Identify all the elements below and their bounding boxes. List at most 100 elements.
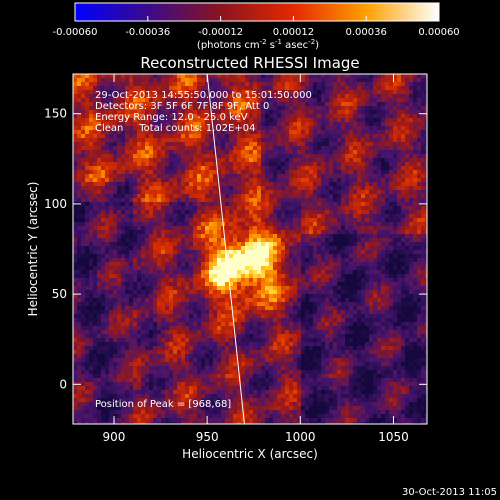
heatmap-cell (253, 258, 257, 262)
heatmap-cell (261, 290, 265, 294)
heatmap-cell (385, 166, 389, 170)
heatmap-cell (413, 258, 417, 262)
heatmap-cell (325, 242, 329, 246)
heatmap-cell (129, 214, 133, 218)
heatmap-cell (217, 246, 221, 250)
heatmap-cell (89, 230, 93, 234)
heatmap-cell (225, 234, 229, 238)
heatmap-cell (309, 150, 313, 154)
heatmap-cell (357, 250, 361, 254)
heatmap-cell (145, 282, 149, 286)
heatmap-cell (137, 178, 141, 182)
heatmap-cell (393, 118, 397, 122)
heatmap-cell (325, 206, 329, 210)
heatmap-cell (245, 266, 249, 270)
heatmap-cell (249, 218, 253, 222)
heatmap-cell (313, 286, 317, 290)
heatmap-cell (397, 126, 401, 130)
heatmap-cell (273, 102, 277, 106)
heatmap-cell (273, 226, 277, 230)
heatmap-cell (265, 262, 269, 266)
heatmap-cell (81, 202, 85, 206)
heatmap-cell (269, 74, 273, 78)
heatmap-cell (409, 90, 413, 94)
heatmap-cell (181, 274, 185, 278)
heatmap-cell (385, 170, 389, 174)
heatmap-cell (257, 138, 261, 142)
heatmap-cell (245, 262, 249, 266)
heatmap-cell (361, 270, 365, 274)
heatmap-cell (85, 90, 89, 94)
heatmap-cell (181, 110, 185, 114)
heatmap-cell (133, 182, 137, 186)
heatmap-cell (345, 270, 349, 274)
heatmap-cell (325, 286, 329, 290)
heatmap-cell (225, 94, 229, 98)
heatmap-cell (257, 226, 261, 230)
heatmap-cell (77, 142, 81, 146)
heatmap-cell (145, 138, 149, 142)
heatmap-cell (93, 118, 97, 122)
heatmap-cell (85, 130, 89, 134)
heatmap-cell (261, 166, 265, 170)
heatmap-cell (361, 218, 365, 222)
heatmap-cell (409, 218, 413, 222)
heatmap-cell (233, 130, 237, 134)
heatmap-cell (269, 230, 273, 234)
heatmap-cell (357, 222, 361, 226)
heatmap-cell (125, 150, 129, 154)
heatmap-cell (381, 226, 385, 230)
heatmap-cell (141, 106, 145, 110)
heatmap-cell (277, 206, 281, 210)
heatmap-cell (313, 134, 317, 138)
heatmap-cell (393, 82, 397, 86)
heatmap-cell (169, 262, 173, 266)
heatmap-cell (405, 170, 409, 174)
heatmap-cell (125, 170, 129, 174)
heatmap-cell (265, 134, 269, 138)
heatmap-cell (101, 234, 105, 238)
heatmap-cell (153, 178, 157, 182)
heatmap-cell (85, 234, 89, 238)
heatmap-cell (201, 294, 205, 298)
heatmap-cell (361, 198, 365, 202)
heatmap-cell (109, 102, 113, 106)
heatmap-cell (105, 154, 109, 158)
heatmap-cell (253, 238, 257, 242)
heatmap-cell (97, 94, 101, 98)
heatmap-cell (133, 234, 137, 238)
heatmap-cell (373, 194, 377, 198)
heatmap-cell (313, 86, 317, 90)
heatmap-cell (149, 190, 153, 194)
heatmap-cell (253, 254, 257, 258)
heatmap-cell (93, 98, 97, 102)
heatmap-cell (345, 102, 349, 106)
heatmap-cell (161, 190, 165, 194)
heatmap-cell (241, 134, 245, 138)
heatmap-cell (297, 98, 301, 102)
heatmap-cell (249, 122, 253, 126)
heatmap-cell (405, 294, 409, 298)
heatmap-cell (241, 238, 245, 242)
heatmap-cell (301, 294, 305, 298)
heatmap-cell (417, 106, 421, 110)
heatmap-cell (129, 262, 133, 266)
heatmap-cell (225, 214, 229, 218)
heatmap-cell (297, 138, 301, 142)
heatmap-cell (229, 262, 233, 266)
heatmap-cell (157, 230, 161, 234)
heatmap-cell (169, 146, 173, 150)
heatmap-cell (229, 130, 233, 134)
heatmap-cell (269, 274, 273, 278)
heatmap-cell (177, 186, 181, 190)
heatmap-cell (237, 290, 241, 294)
colorbar-tick-labels: -0.00060 -0.00036 -0.00012 0.00012 0.00036 0.… (53, 27, 460, 38)
heatmap-cell (361, 278, 365, 282)
heatmap-cell (89, 82, 93, 86)
heatmap-cell (117, 262, 121, 266)
heatmap-cell (73, 74, 77, 78)
heatmap-cell (357, 274, 361, 278)
heatmap-cell (349, 182, 353, 186)
heatmap-cell (81, 162, 85, 166)
heatmap-cell (105, 282, 109, 286)
